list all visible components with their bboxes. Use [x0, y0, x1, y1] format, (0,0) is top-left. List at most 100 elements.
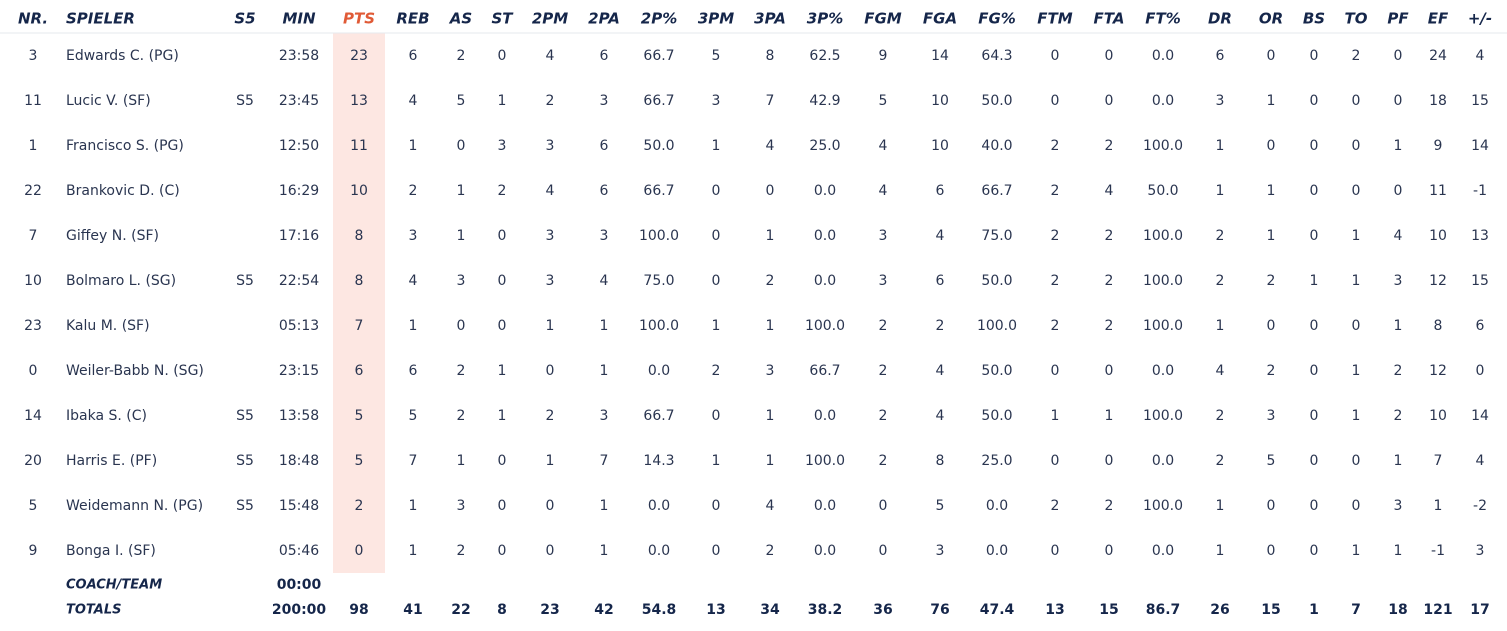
- stat-cell: 1: [1352, 408, 1361, 424]
- player-name: Bolmaro L. (SG): [66, 273, 176, 289]
- stat-cell: 7: [355, 318, 364, 334]
- stat-cell: 66.7: [643, 183, 674, 199]
- column-header: SPIELER: [66, 10, 135, 28]
- column-header: FT%: [1145, 10, 1181, 28]
- stat-cell: 0: [1310, 183, 1319, 199]
- stat-cell: 2: [1105, 498, 1114, 514]
- column-header: 3PM: [698, 10, 734, 28]
- column-header: AS: [449, 10, 472, 28]
- stat-cell: 4: [879, 138, 888, 154]
- stat-cell: 0: [712, 543, 721, 559]
- stat-cell: 24: [1429, 48, 1447, 64]
- stat-cell: 40.0: [981, 138, 1012, 154]
- stat-cell: 7: [1434, 453, 1443, 469]
- stat-cell: 100.0: [639, 318, 679, 334]
- stat-cell: 2: [1352, 48, 1361, 64]
- stat-cell: 2: [879, 318, 888, 334]
- pts-highlight: [333, 33, 385, 573]
- stat-cell: 23: [24, 318, 42, 334]
- stat-cell: 2: [1394, 408, 1403, 424]
- stat-cell: 0: [355, 543, 364, 559]
- stat-cell: 8: [355, 228, 364, 244]
- stat-cell: 2: [1216, 273, 1225, 289]
- column-header: TO: [1345, 10, 1368, 28]
- stat-cell: 3: [1216, 93, 1225, 109]
- stat-cell: 0: [1051, 363, 1060, 379]
- stat-cell: 1: [712, 138, 721, 154]
- stat-cell: S5: [236, 93, 254, 109]
- stat-cell: 3: [879, 228, 888, 244]
- stat-cell: 0: [879, 498, 888, 514]
- total-cell: 76: [930, 602, 949, 618]
- stat-cell: 0: [1310, 93, 1319, 109]
- stat-cell: 0: [498, 273, 507, 289]
- stat-cell: 1: [498, 363, 507, 379]
- stat-cell: 15: [1471, 93, 1489, 109]
- stat-cell: S5: [236, 273, 254, 289]
- column-header: REB: [396, 10, 429, 28]
- stat-cell: 0: [1267, 498, 1276, 514]
- stat-cell: 3: [600, 228, 609, 244]
- stat-cell: 1: [546, 453, 555, 469]
- stat-cell: 16:29: [279, 183, 319, 199]
- stat-cell: 50.0: [981, 408, 1012, 424]
- stat-cell: 3: [879, 273, 888, 289]
- stat-cell: 0: [1267, 318, 1276, 334]
- player-name: Edwards C. (PG): [66, 48, 179, 64]
- stat-cell: -1: [1431, 543, 1445, 559]
- stat-cell: 0: [546, 543, 555, 559]
- total-cell: 13: [706, 602, 725, 618]
- stat-cell: 0.0: [648, 498, 670, 514]
- stat-cell: 4: [546, 183, 555, 199]
- stat-cell: 1: [1352, 228, 1361, 244]
- stat-cell: 100.0: [639, 228, 679, 244]
- stat-cell: 0: [879, 543, 888, 559]
- stat-cell: 0.0: [1152, 48, 1174, 64]
- stat-cell: 6: [936, 273, 945, 289]
- coach-cell: COACH/TEAM: [66, 578, 162, 593]
- stat-cell: 0: [1352, 453, 1361, 469]
- total-cell: 15: [1261, 602, 1280, 618]
- stat-cell: 0: [712, 408, 721, 424]
- stat-cell: 0: [498, 498, 507, 514]
- column-header: FGM: [864, 10, 902, 28]
- stat-cell: 25.0: [809, 138, 840, 154]
- stat-cell: 15:48: [279, 498, 319, 514]
- stat-cell: 4: [409, 93, 418, 109]
- stat-cell: 0: [498, 453, 507, 469]
- stat-cell: 2: [1105, 318, 1114, 334]
- stat-cell: 1: [1352, 273, 1361, 289]
- stat-cell: 4: [1476, 453, 1485, 469]
- stat-cell: 1: [766, 453, 775, 469]
- stat-cell: 2: [498, 183, 507, 199]
- stat-cell: 0: [1352, 138, 1361, 154]
- stat-cell: 6: [600, 183, 609, 199]
- stat-cell: 2: [546, 408, 555, 424]
- stat-cell: 5: [29, 498, 38, 514]
- stat-cell: 14.3: [643, 453, 674, 469]
- stat-cell: 1: [1216, 138, 1225, 154]
- stat-cell: 5: [355, 408, 364, 424]
- stat-cell: 25.0: [981, 453, 1012, 469]
- stat-cell: 10: [931, 138, 949, 154]
- stat-cell: 1: [1267, 93, 1276, 109]
- stat-cell: 0: [1352, 93, 1361, 109]
- stat-cell: 1: [457, 183, 466, 199]
- column-header: NR.: [18, 10, 48, 28]
- stat-cell: 0: [1310, 498, 1319, 514]
- stat-cell: 10: [24, 273, 42, 289]
- stat-cell: 66.7: [643, 408, 674, 424]
- stat-cell: 50.0: [981, 93, 1012, 109]
- stat-cell: 14: [931, 48, 949, 64]
- column-header: 2PA: [588, 10, 620, 28]
- stat-cell: 0: [498, 228, 507, 244]
- stat-cell: 11: [350, 138, 368, 154]
- stat-cell: 0: [1352, 318, 1361, 334]
- stat-cell: 6: [600, 138, 609, 154]
- stat-cell: 2: [1051, 273, 1060, 289]
- stat-cell: 5: [936, 498, 945, 514]
- stat-cell: 0: [1394, 183, 1403, 199]
- stat-cell: 0: [498, 48, 507, 64]
- stat-cell: 18: [1429, 93, 1447, 109]
- stat-cell: 0.0: [1152, 93, 1174, 109]
